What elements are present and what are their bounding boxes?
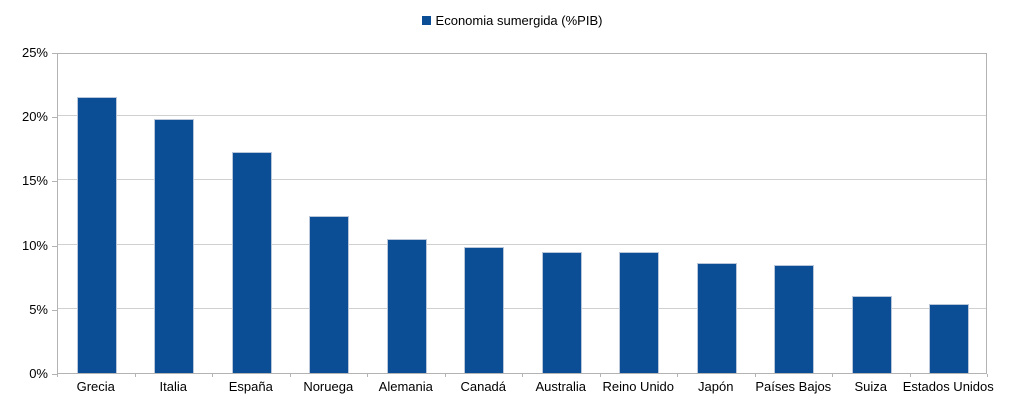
bar-australia xyxy=(541,252,582,373)
bar-suiza xyxy=(851,295,892,373)
y-tick-mark xyxy=(52,53,57,54)
x-tick-mark xyxy=(677,374,678,377)
x-tick-mark xyxy=(289,374,291,377)
legend-series-marker xyxy=(421,16,431,25)
chart-legend: Economia sumergida (%PIB) xyxy=(0,13,1024,28)
x-label-suiza: Suiza xyxy=(854,379,888,394)
x-label-espana: España xyxy=(228,379,273,394)
y-tick-label-15%: 15% xyxy=(21,173,48,189)
x-label-japon: Japón xyxy=(698,379,734,394)
bar-canada xyxy=(464,247,505,373)
y-tick-label-5%: 5% xyxy=(29,301,48,317)
y-tick-mark xyxy=(52,245,57,247)
legend-series-label: Economia sumergida (%PIB) xyxy=(435,13,603,28)
bar-reino-unido xyxy=(619,252,660,373)
bar-paises-bajos xyxy=(774,265,815,373)
x-tick-mark xyxy=(909,374,911,377)
y-tick-mark xyxy=(52,374,57,375)
bar-alemania xyxy=(386,239,427,373)
x-tick-mark xyxy=(57,374,58,377)
x-label-canada: Canadá xyxy=(460,379,507,394)
y-tick-mark xyxy=(52,309,57,311)
y-tick-mark xyxy=(52,181,57,183)
x-tick-mark xyxy=(367,374,368,377)
x-tick-mark xyxy=(987,374,988,377)
bar-noruega xyxy=(309,216,350,373)
gridline-20% xyxy=(58,115,986,117)
y-tick-label-10%: 10% xyxy=(21,237,48,253)
x-tick-mark xyxy=(134,374,136,377)
gridline-5% xyxy=(58,307,986,309)
bar-estados-unidos xyxy=(929,303,970,373)
x-label-alemania: Alemania xyxy=(378,379,433,394)
x-label-reino-unido: Reino Unido xyxy=(602,379,675,394)
x-tick-mark xyxy=(212,374,213,377)
bar-espana xyxy=(231,152,272,373)
x-label-italia: Italia xyxy=(159,379,187,394)
x-tick-mark xyxy=(444,374,446,377)
y-tick-label-20%: 20% xyxy=(21,109,48,125)
gridline-15% xyxy=(58,179,986,181)
x-tick-mark xyxy=(522,374,523,377)
y-tick-label-25%: 25% xyxy=(21,45,48,60)
x-label-estados-unidos: Estados Unidos xyxy=(902,379,994,394)
x-tick-mark xyxy=(599,374,601,377)
plot-area xyxy=(57,53,987,374)
x-label-noruega: Noruega xyxy=(303,379,354,394)
x-tick-mark xyxy=(754,374,756,377)
y-axis: 0% 5% 10% 15% 20% 25% xyxy=(0,46,48,381)
y-tick-label-0%: 0% xyxy=(29,366,48,381)
y-tick-mark xyxy=(52,117,57,119)
bar-japon xyxy=(696,262,737,373)
x-tick-mark xyxy=(832,374,833,377)
x-label-grecia: Grecia xyxy=(76,379,115,394)
x-label-australia: Australia xyxy=(535,379,587,394)
x-axis: Grecia Italia España Noruega Alemania Canadá A… xyxy=(57,379,994,397)
gridline-10% xyxy=(58,243,986,245)
bar-italia xyxy=(154,118,195,373)
bar-grecia xyxy=(76,96,117,373)
x-label-paises-bajos: Países Bajos xyxy=(755,379,832,394)
